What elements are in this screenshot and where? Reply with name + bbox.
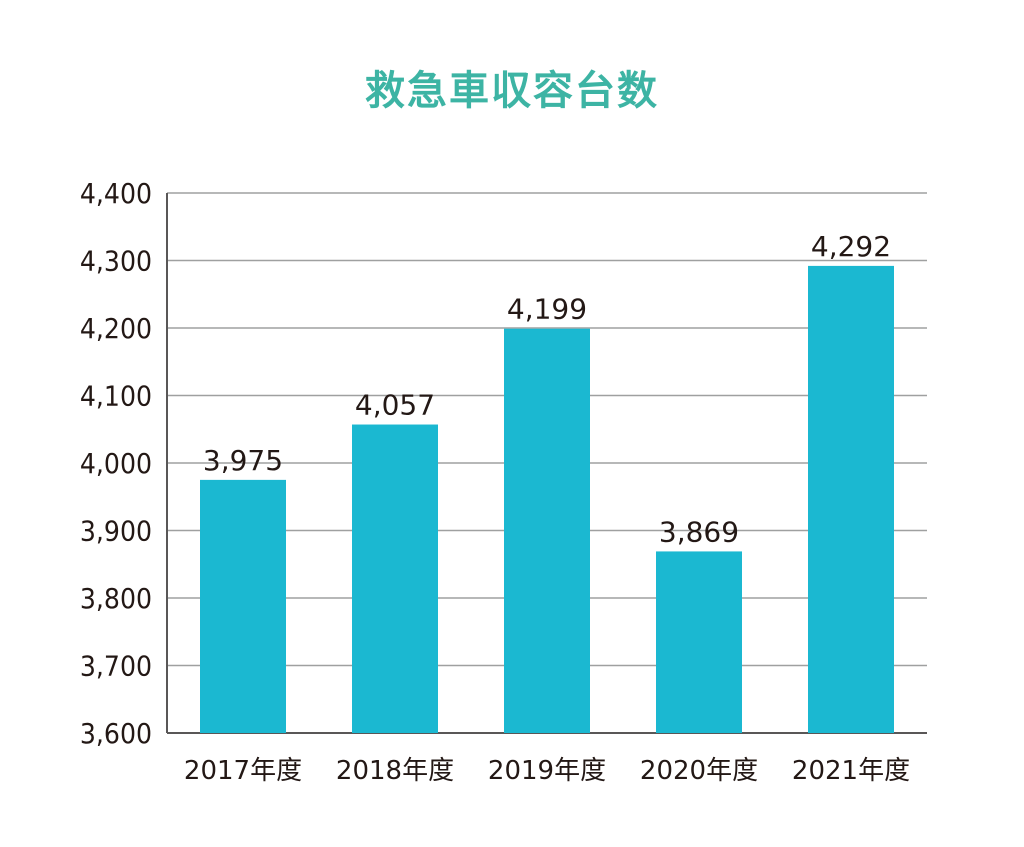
y-tick-label: 4,000 xyxy=(80,447,152,480)
data-label: 3,869 xyxy=(659,515,739,548)
data-label: 4,057 xyxy=(355,389,435,422)
y-tick-label: 4,100 xyxy=(80,380,152,413)
x-tick-label: 2021年度 xyxy=(792,756,910,786)
y-tick-label: 4,200 xyxy=(80,312,152,345)
y-tick-label: 4,400 xyxy=(80,177,152,210)
bar xyxy=(200,479,286,733)
bar xyxy=(656,551,742,733)
bar xyxy=(808,265,894,733)
x-tick-label: 2020年度 xyxy=(640,756,758,786)
y-tick-label: 3,600 xyxy=(80,717,152,750)
x-tick-label: 2017年度 xyxy=(184,756,302,786)
data-label: 4,199 xyxy=(507,293,587,326)
data-label: 3,975 xyxy=(203,444,283,477)
chart-title: 救急車収容台数 xyxy=(365,68,659,114)
data-label: 4,292 xyxy=(811,230,891,263)
x-tick-label: 2018年度 xyxy=(336,756,454,786)
y-tick-label: 3,900 xyxy=(80,515,152,548)
y-tick-label: 4,300 xyxy=(80,245,152,278)
bar xyxy=(352,424,438,733)
y-tick-label: 3,800 xyxy=(80,582,152,615)
y-tick-label: 3,700 xyxy=(80,650,152,683)
x-tick-label: 2019年度 xyxy=(488,756,606,786)
bar xyxy=(504,328,590,733)
